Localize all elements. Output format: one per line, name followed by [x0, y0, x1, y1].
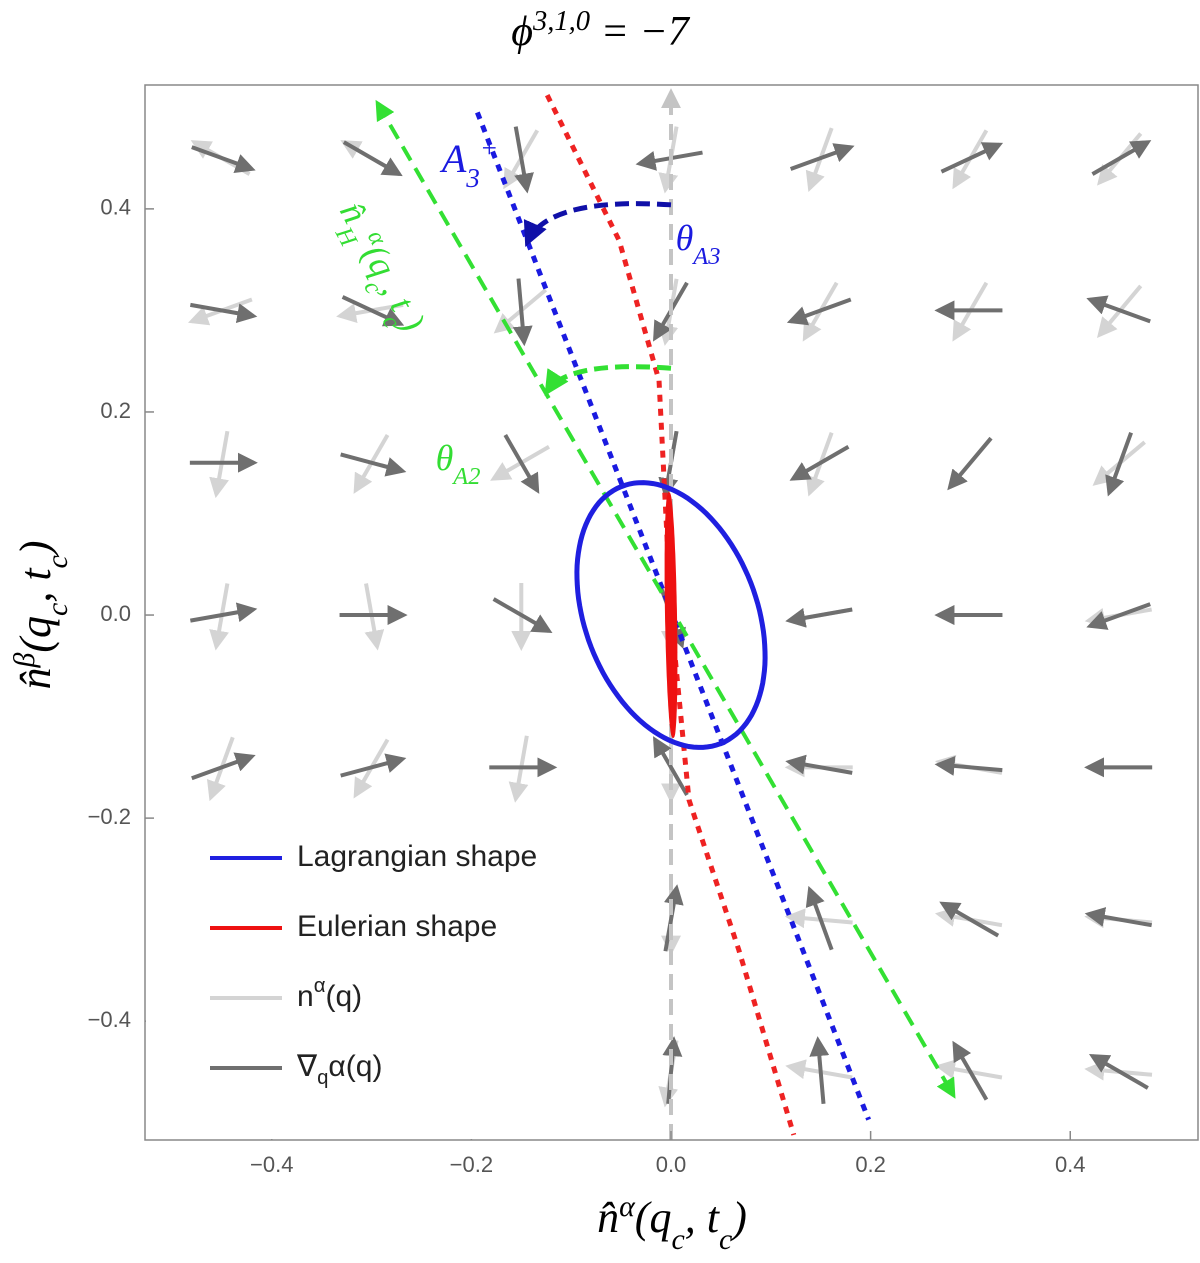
y-tick-label: −0.2	[88, 804, 131, 829]
field-arrow	[1086, 295, 1151, 324]
annotation: A3+	[439, 133, 498, 193]
field-arrow	[1086, 602, 1151, 630]
text-part: , t	[11, 567, 60, 603]
legend-box	[146, 830, 636, 1139]
y-axis-label: n̂β(qc, tc)	[8, 540, 74, 689]
y-tick-label: 0.0	[100, 601, 131, 626]
text-part: Eulerian shape	[297, 910, 497, 943]
shape-ellipse	[574, 480, 768, 750]
field-arrow	[191, 752, 256, 781]
shape-ellipse	[664, 491, 678, 739]
legend-label: Lagrangian shape	[297, 840, 537, 873]
text-part: α(q)	[328, 1050, 382, 1083]
field-arrow	[952, 1040, 989, 1101]
text-part: β	[8, 653, 41, 669]
text-part: (q	[11, 616, 60, 653]
text-part: c	[671, 1223, 684, 1256]
field-arrow	[189, 602, 258, 623]
text-part: Lagrangian shape	[297, 840, 537, 873]
text-part: α	[619, 1190, 636, 1223]
text-part: ∇	[296, 1050, 318, 1083]
text-part: θ	[676, 218, 694, 258]
text-part: q	[317, 1067, 328, 1089]
annotation: θA3	[676, 218, 721, 270]
text-part: 3,1,0	[532, 6, 590, 37]
x-axis-label: n̂α(qc, tc)	[597, 1190, 747, 1256]
text-part: )	[729, 1193, 747, 1242]
text-part: 3	[465, 163, 480, 193]
x-tick-label: −0.2	[450, 1152, 493, 1177]
text-part: , t	[685, 1193, 721, 1242]
y-tick-label: 0.2	[100, 398, 131, 423]
field-arrow	[189, 302, 258, 324]
y-tick-label: 0.4	[100, 195, 131, 220]
field-arrow	[1084, 907, 1153, 928]
text-part: ϕ	[511, 9, 533, 55]
text-part: (q	[635, 1193, 672, 1242]
text-part: A2	[451, 463, 480, 490]
text-part: )	[11, 540, 60, 558]
text-part: α	[314, 975, 326, 997]
text-part: A	[439, 136, 467, 181]
text-part: A3	[691, 243, 720, 270]
legend-label: ∇qα(q)	[296, 1050, 382, 1089]
angle-arrow	[544, 364, 672, 396]
field-arrow	[191, 145, 256, 173]
x-tick-label: −0.4	[250, 1152, 293, 1177]
text-part: n̂	[597, 1193, 619, 1242]
text-part: n̂	[11, 668, 60, 690]
text-part: n	[297, 980, 314, 1013]
text-part: θ	[436, 438, 454, 478]
x-tick-label: 0.0	[656, 1152, 687, 1177]
angle-arrow	[523, 201, 672, 247]
field-arrow	[1105, 431, 1133, 497]
field-arrow	[1088, 1053, 1149, 1090]
y-tick-label: −0.4	[88, 1007, 131, 1032]
legend-label: nα(q)	[297, 975, 362, 1013]
text-part: = −7	[590, 9, 691, 55]
legend-label: Eulerian shape	[297, 910, 497, 943]
text-part: c	[719, 1223, 732, 1256]
field-arrow	[947, 436, 993, 491]
x-tick-label: 0.2	[855, 1152, 886, 1177]
text-part: +	[480, 133, 498, 163]
annotation: θA2	[436, 438, 481, 490]
line-dashed	[375, 99, 956, 1099]
field-arrow	[1091, 140, 1152, 176]
x-tick-label: 0.4	[1055, 1152, 1086, 1177]
text-part: (q)	[325, 980, 362, 1013]
text-part: c	[41, 603, 74, 616]
chart-title: ϕ3,1,0 = −7	[511, 6, 691, 56]
text-part: c	[41, 555, 74, 568]
